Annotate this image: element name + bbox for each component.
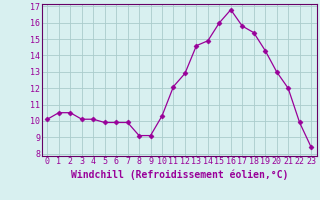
X-axis label: Windchill (Refroidissement éolien,°C): Windchill (Refroidissement éolien,°C): [70, 169, 288, 180]
